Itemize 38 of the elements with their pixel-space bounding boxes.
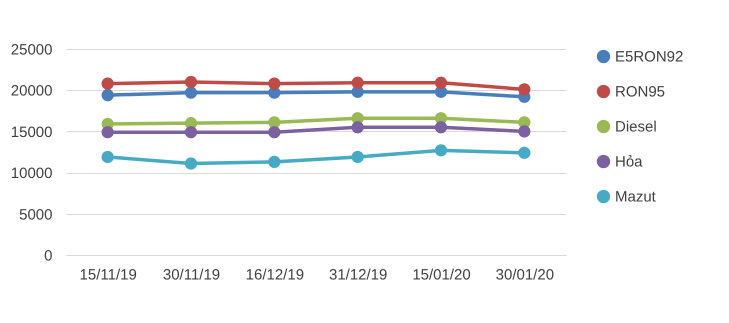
y-tick-label: 5000: [19, 206, 52, 224]
x-tick-label: 30/11/19: [162, 266, 220, 284]
point: [434, 144, 448, 156]
point: [268, 126, 280, 138]
point: [184, 76, 198, 88]
point: [184, 126, 198, 138]
y-tick-label: 15000: [10, 124, 52, 141]
y-tick-label: 25000: [10, 42, 52, 58]
legend-label: Mazut: [615, 188, 657, 206]
point: [518, 146, 530, 159]
point: [184, 157, 198, 170]
legend-label: Diesel: [615, 118, 657, 136]
point: [102, 150, 114, 164]
point: [352, 76, 364, 89]
legend-label: RON95: [615, 84, 666, 100]
point: [268, 156, 280, 168]
point: [518, 83, 530, 96]
y-tick-label: 0: [44, 248, 52, 264]
x-tick-label: 15/11/19: [80, 266, 137, 284]
x-tick-label: 16/12/19: [246, 266, 304, 284]
point: [352, 121, 364, 134]
point: [102, 77, 114, 90]
x-tick-label: 30/01/20: [496, 266, 554, 284]
point: [184, 86, 198, 99]
x-tick-label: 15/01/20: [412, 266, 471, 284]
point: [518, 125, 530, 138]
point: [102, 126, 114, 138]
point: [102, 89, 114, 102]
y-tick-label: 10000: [10, 165, 52, 182]
point: [268, 116, 280, 128]
y-tick-label: 20000: [10, 82, 52, 100]
legend-label: Hỏa: [615, 154, 644, 170]
point: [434, 121, 448, 134]
point: [352, 150, 364, 164]
legend-label: E5RON92: [615, 48, 684, 66]
point: [268, 77, 280, 90]
x-tick-label: 31/12/19: [328, 266, 388, 284]
point: [434, 76, 448, 89]
